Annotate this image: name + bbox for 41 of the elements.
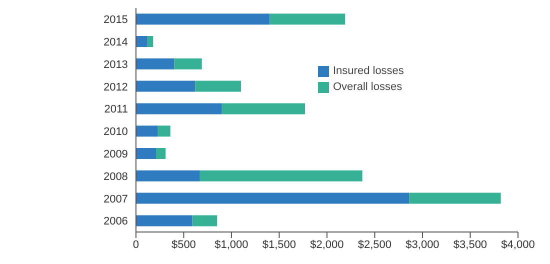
x-tick-label: $500 bbox=[171, 238, 196, 251]
bar bbox=[222, 103, 305, 114]
x-tick-label: 0 bbox=[132, 238, 139, 251]
bar bbox=[136, 14, 270, 25]
y-tick-label: 2013 bbox=[103, 58, 128, 71]
x-tick-label: $3,000 bbox=[406, 238, 440, 251]
legend-label: Overall losses bbox=[333, 81, 402, 93]
y-tick-label: 2010 bbox=[103, 126, 128, 138]
bar bbox=[158, 126, 170, 137]
bar bbox=[409, 192, 501, 204]
bar bbox=[136, 215, 192, 226]
bar bbox=[200, 170, 362, 182]
bar bbox=[174, 58, 202, 70]
bar bbox=[136, 58, 174, 70]
bar bbox=[156, 148, 166, 159]
bar bbox=[136, 103, 222, 114]
bar bbox=[136, 148, 156, 159]
x-tick-label: $2,500 bbox=[358, 238, 392, 251]
x-tick-label: $2,000 bbox=[310, 238, 344, 251]
y-tick-label: 2007 bbox=[103, 193, 128, 206]
x-tick-label: $1,500 bbox=[262, 238, 296, 251]
y-tick-label: 2006 bbox=[103, 216, 128, 228]
bar bbox=[136, 126, 158, 137]
x-tick-label: $1,000 bbox=[214, 238, 248, 251]
x-tick-label: $3,500 bbox=[453, 238, 488, 251]
bar bbox=[270, 14, 346, 25]
bar bbox=[192, 215, 218, 226]
bar bbox=[147, 36, 154, 47]
legend-label: Insured losses bbox=[333, 65, 404, 77]
bar bbox=[195, 80, 242, 92]
y-tick-label: 2015 bbox=[103, 14, 128, 26]
y-tick-label: 2008 bbox=[103, 170, 128, 183]
bar bbox=[136, 170, 200, 182]
bar bbox=[136, 80, 196, 92]
bar bbox=[136, 192, 410, 204]
y-tick-label: 2012 bbox=[103, 81, 128, 94]
x-tick-label: $4,000 bbox=[501, 238, 535, 251]
y-tick-label: 2009 bbox=[103, 148, 128, 161]
y-tick-label: 2011 bbox=[104, 104, 128, 116]
bar bbox=[136, 36, 148, 47]
y-tick-label: 2014 bbox=[103, 36, 128, 49]
